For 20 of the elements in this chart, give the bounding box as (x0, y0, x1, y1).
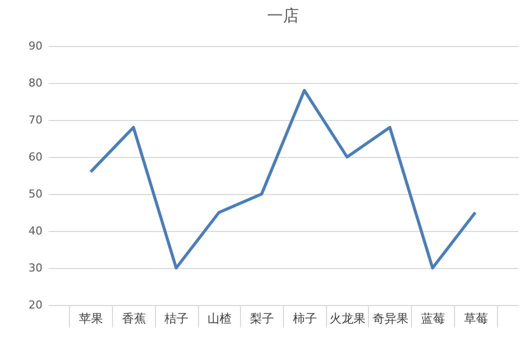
x-tick-label: 桔子 (164, 312, 189, 326)
y-tick-label: 30 (28, 262, 42, 274)
y-tick-label: 20 (28, 298, 42, 312)
x-tick-label: 梨子 (250, 312, 274, 326)
line-series (89, 88, 477, 270)
x-tick-label: 奇异果 (372, 312, 408, 326)
x-tick-label: 苹果 (79, 312, 104, 326)
y-tick-label: 40 (28, 224, 42, 238)
y-tick-label: 70 (28, 114, 42, 126)
x-tick-label: 山楂 (207, 312, 232, 326)
y-tick-label: 60 (28, 150, 42, 164)
y-tick-label: 80 (28, 76, 42, 90)
y-tick-label: 90 (28, 40, 42, 52)
x-tick-label: 柿子 (292, 312, 317, 326)
chart-title: 一店 (267, 6, 299, 25)
x-tick-label: 香蕉 (122, 312, 146, 326)
y-tick-label: 50 (28, 188, 42, 200)
x-tick-label: 草莓 (464, 312, 488, 326)
x-tick-label: 火龙果 (330, 312, 366, 326)
x-tick-label: 蓝莓 (421, 312, 446, 326)
